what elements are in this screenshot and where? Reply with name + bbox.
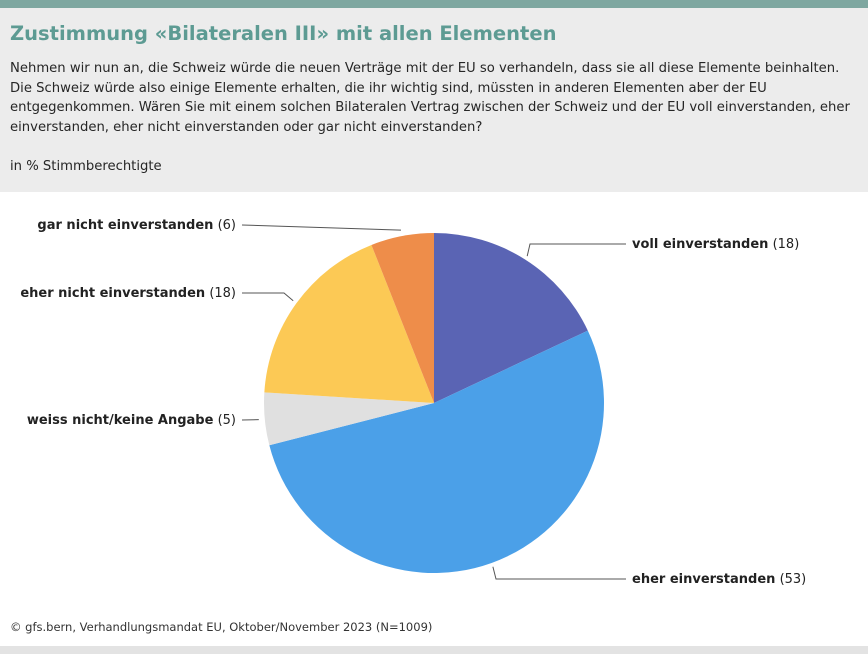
slice-label-text: weiss nicht/keine Angabe (26, 413, 214, 428)
slice-voll-einverstanden (434, 233, 588, 403)
source-credit: © gfs.bern, Verhandlungsmandat EU, Oktob… (10, 620, 433, 634)
slice-label-text: eher nicht einverstanden (20, 286, 206, 301)
slice-label-text: voll einverstanden (632, 237, 769, 252)
leader-eher-einverstanden (492, 566, 626, 580)
top-accent-bar (0, 0, 868, 8)
pie-chart-area: voll einverstanden (18) eher einverstand… (0, 192, 868, 612)
pie-chart (241, 224, 626, 580)
slice-gar-nicht-einverstanden (371, 233, 434, 403)
label-gar-nicht-einverstanden: gar nicht einverstanden (6) (37, 218, 236, 234)
slice-value-text: (5) (217, 413, 236, 428)
slice-label-text: gar nicht einverstanden (37, 218, 214, 233)
label-voll-einverstanden: voll einverstanden (18) (632, 237, 799, 253)
slice-weiss-nicht (264, 392, 434, 446)
slice-eher-einverstanden (269, 330, 604, 574)
chart-header: Zustimmung «Bilateralen III» mit allen E… (0, 8, 868, 192)
leader-voll-einverstanden (526, 243, 626, 257)
label-weiss-nicht: weiss nicht/keine Angabe (5) (27, 413, 236, 429)
unit-label: in % Stimmberechtigte (10, 159, 162, 174)
chart-title: Zustimmung «Bilateralen III» mit allen E… (10, 22, 557, 45)
leader-gar-nicht-einverstanden (241, 224, 402, 231)
label-eher-einverstanden: eher einverstanden (53) (632, 572, 806, 588)
slice-value-text: (18) (209, 286, 236, 301)
survey-question: Nehmen wir nun an, die Schweiz würde die… (10, 61, 850, 135)
slice-eher-nicht-einverstanden (264, 244, 434, 403)
leader-eher-nicht-einverstanden (242, 292, 294, 302)
slice-value-text: (6) (217, 218, 236, 233)
slice-value-text: (53) (779, 572, 807, 587)
slice-value-text: (18) (772, 237, 800, 252)
bottom-bar (0, 646, 868, 654)
slice-label-text: eher einverstanden (632, 572, 776, 587)
label-eher-nicht-einverstanden: eher nicht einverstanden (18) (20, 286, 236, 302)
